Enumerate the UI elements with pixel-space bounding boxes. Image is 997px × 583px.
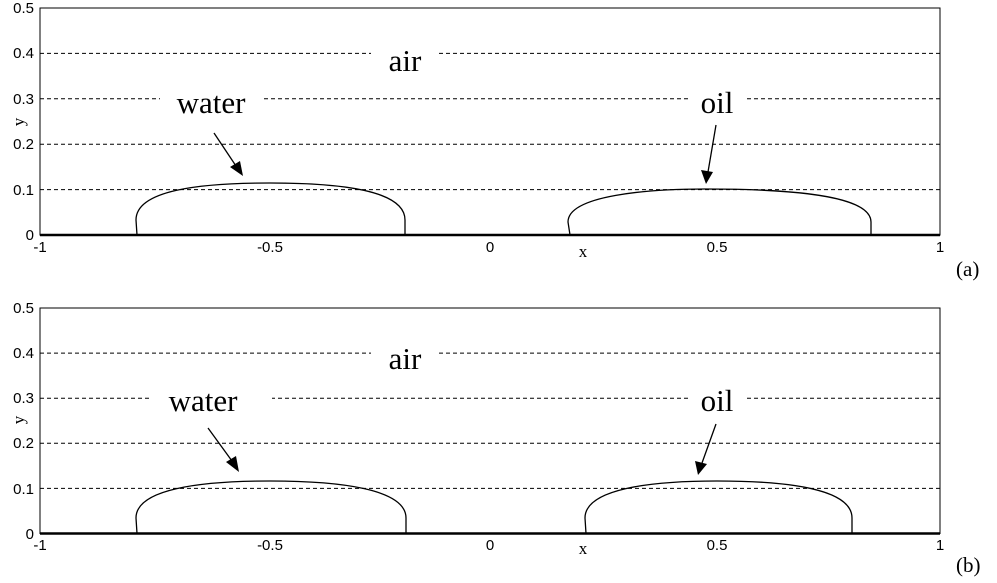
y-tick-label: 0.1	[13, 481, 34, 498]
label-background	[150, 385, 272, 419]
y-axis-label: y	[9, 415, 28, 424]
x-tick-label: 0.5	[707, 537, 728, 554]
panel-tag: (a)	[956, 257, 979, 281]
y-tick-label: 0.1	[13, 182, 34, 199]
water-label: water	[177, 85, 247, 120]
label-background	[689, 382, 745, 418]
oil-arrowhead	[695, 461, 707, 475]
y-tick-label: 0.4	[13, 45, 34, 62]
water-droplet-outline	[135, 182, 406, 236]
water-droplet-outline	[135, 480, 407, 534]
plot-frame	[39, 307, 941, 534]
x-tick-label: -1	[33, 239, 46, 256]
panel-b: 0 0.1 0.2 0.3 0.4 0.5 -1 -0.5 0 0.5 1 x …	[9, 300, 981, 577]
oil-arrow	[707, 124, 717, 173]
oil-arrowhead	[701, 170, 713, 184]
water-arrow	[207, 427, 233, 462]
x-tick-label: 1	[936, 239, 944, 256]
water-arrow	[213, 132, 237, 167]
oil-droplet-outline	[567, 188, 872, 236]
oil-arrow	[701, 423, 717, 464]
y-tick-label: 0.2	[13, 136, 34, 153]
x-tick-label: -1	[33, 537, 46, 554]
x-tick-label: -0.5	[257, 239, 283, 256]
oil-droplet-outline	[584, 480, 853, 534]
x-tick-label: 0.5	[707, 239, 728, 256]
x-axis-label: x	[579, 242, 588, 261]
y-tick-label: 0	[26, 526, 34, 543]
x-tick-label: -0.5	[257, 537, 283, 554]
y-tick-label: 0.4	[13, 345, 34, 362]
y-axis-label: y	[9, 117, 28, 126]
oil-label: oil	[701, 383, 734, 418]
water-label: water	[169, 383, 239, 418]
label-background	[689, 84, 745, 120]
label-background	[160, 88, 262, 122]
label-background	[371, 42, 439, 76]
water-arrowhead	[230, 161, 243, 176]
panel-a: 0 0.1 0.2 0.3 0.4 0.5 -1 -0.5 0 0.5 1 x …	[9, 0, 979, 281]
y-tick-label: 0.3	[13, 390, 34, 407]
panel-tag: (b)	[956, 553, 981, 577]
air-label: air	[389, 43, 422, 78]
y-tick-label: 0	[26, 227, 34, 244]
x-tick-label: 0	[486, 537, 494, 554]
air-label: air	[389, 341, 422, 376]
y-tick-label: 0.2	[13, 435, 34, 452]
label-background	[371, 340, 439, 374]
x-tick-label: 1	[936, 537, 944, 554]
x-tick-label: 0	[486, 239, 494, 256]
water-arrowhead	[226, 456, 239, 472]
x-axis-label: x	[579, 539, 588, 558]
y-tick-label: 0.5	[13, 300, 34, 317]
oil-label: oil	[701, 85, 734, 120]
y-tick-label: 0.3	[13, 91, 34, 108]
y-tick-label: 0.5	[13, 0, 34, 17]
